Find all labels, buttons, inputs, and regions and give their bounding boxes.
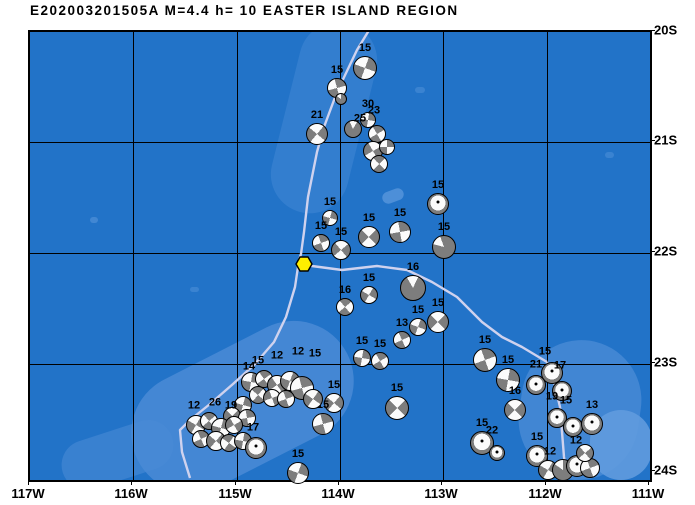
longitude-tick <box>28 480 29 485</box>
latitude-tick <box>650 30 655 31</box>
latitude-tick <box>650 251 655 252</box>
ridge-bathymetry-patch <box>190 287 199 292</box>
longitude-axis-label: 117W <box>11 486 45 501</box>
longitude-tick <box>131 480 132 485</box>
longitude-axis-label: 114W <box>321 486 355 501</box>
longitude-tick <box>441 480 442 485</box>
plate-boundary-line <box>297 32 370 261</box>
page-title: E202003201505A M=4.4 h= 10 EASTER ISLAND… <box>30 3 459 18</box>
latitude-axis-label: 20S <box>654 22 678 38</box>
latitude-axis-label: 24S <box>654 462 678 478</box>
latitude-axis-label: 23S <box>654 354 678 370</box>
longitude-axis-label: 115W <box>218 486 252 501</box>
plate-boundary-line <box>178 259 301 479</box>
latitude-tick <box>650 362 655 363</box>
longitude-tick <box>235 480 236 485</box>
latitude-tick <box>650 140 655 141</box>
ridge-bathymetry-patch <box>90 217 98 223</box>
longitude-axis-label: 113W <box>424 486 458 501</box>
longitude-tick <box>545 480 546 485</box>
ridge-bathymetry-patch <box>605 152 614 158</box>
latitude-axis-label: 22S <box>654 243 678 259</box>
longitude-axis-label: 116W <box>114 486 148 501</box>
longitude-tick <box>648 480 649 485</box>
plate-boundary-line <box>298 258 548 364</box>
meridian-gridline <box>237 32 238 480</box>
longitude-axis-label: 112W <box>528 486 562 501</box>
longitude-axis-label: 111W <box>631 486 665 501</box>
plate-boundaries <box>178 32 569 479</box>
meridian-gridline <box>133 32 134 480</box>
meridian-gridline <box>547 32 548 480</box>
parallel-gridline <box>30 142 650 143</box>
longitude-tick <box>338 480 339 485</box>
ridge-bathymetry-patch <box>415 87 425 93</box>
latitude-tick <box>650 470 655 471</box>
event-marker-icon <box>295 256 313 272</box>
latitude-axis-label: 21S <box>654 132 678 148</box>
parallel-gridline <box>30 364 650 365</box>
